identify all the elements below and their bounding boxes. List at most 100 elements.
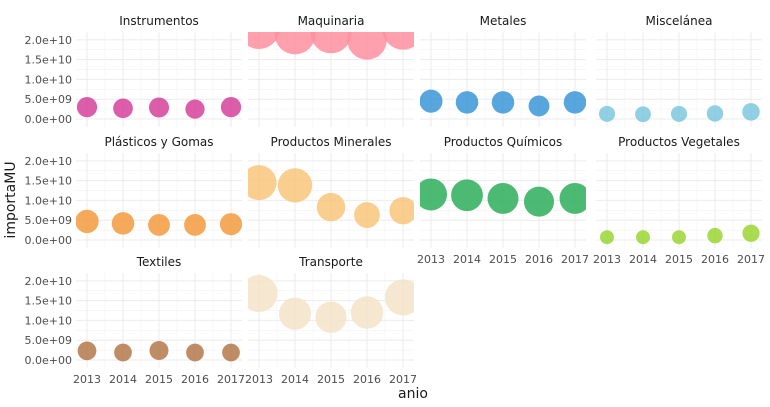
x-tick-label: 2017: [561, 253, 589, 266]
x-tick-label: 2014: [453, 253, 481, 266]
data-point: [389, 197, 414, 225]
data-point: [278, 297, 312, 330]
y-tick-label: 2.0e+10: [25, 155, 72, 168]
facet-transporte: Transporte 2013 2014 2015 2016 2017: [245, 255, 417, 386]
y-tick-label: 1.5e+10: [25, 175, 72, 188]
data-point: [222, 343, 240, 362]
data-point: [113, 98, 133, 119]
data-point: [148, 214, 170, 236]
facet-miscelanea: Miscelánea: [596, 14, 762, 127]
y-axis-title: importaMU: [3, 161, 19, 238]
data-point: [148, 97, 170, 118]
facet-title: Productos Minerales: [271, 135, 392, 149]
x-tick-label: 2014: [629, 253, 657, 266]
series-points: [77, 341, 240, 362]
data-point: [77, 341, 97, 361]
data-point: [186, 343, 204, 362]
series-points: [248, 32, 414, 60]
data-point: [111, 212, 135, 235]
data-point: [384, 279, 414, 316]
facet-title: Textiles: [136, 255, 182, 269]
facet-instrumentos: Instrumentos 0.0e+00 5.0e+09 1.0e+10 1.5e+10…: [25, 14, 242, 127]
facet-metales: Metales: [420, 14, 586, 127]
y-tick-label: 5.0e+09: [25, 93, 72, 106]
data-point: [315, 301, 347, 333]
data-point: [672, 230, 686, 245]
series-points: [248, 274, 414, 333]
data-point: [670, 105, 688, 122]
y-tick-label: 1.5e+10: [25, 54, 72, 67]
facet-title: Metales: [480, 14, 527, 28]
y-tick-label: 0.0e+00: [25, 234, 72, 247]
data-point: [382, 32, 414, 50]
data-point: [420, 89, 443, 113]
data-point: [184, 214, 206, 236]
data-point: [185, 99, 205, 119]
facet-title: Plásticos y Gomas: [104, 135, 213, 149]
x-tick-label: 2015: [317, 373, 345, 386]
x-tick-label: 2016: [701, 253, 729, 266]
data-point: [248, 165, 277, 201]
data-point: [598, 105, 616, 122]
data-point: [559, 182, 586, 214]
facet-title: Transporte: [298, 255, 363, 269]
data-point: [316, 192, 346, 222]
facet-title: Productos Vegetales: [618, 135, 740, 149]
facet-title: Miscelánea: [646, 14, 713, 28]
facet-plasticos-y-gomas: Plásticos y Gomas 0.0e+00 5.0e+09 1.0e+10 1.…: [25, 135, 242, 248]
x-axis-title: anio: [398, 386, 428, 402]
data-point: [114, 343, 132, 362]
y-tick-label: 1.0e+10: [25, 314, 72, 327]
data-point: [600, 230, 614, 245]
data-point: [219, 213, 242, 236]
y-tick-label: 5.0e+09: [25, 214, 72, 227]
series-points: [76, 96, 242, 119]
data-point: [274, 32, 316, 55]
x-tick-label: 2016: [525, 253, 553, 266]
data-point: [707, 227, 723, 244]
data-point: [455, 91, 479, 114]
y-tick-label: 2.0e+10: [25, 275, 72, 288]
x-tick-label: 2013: [73, 373, 101, 386]
data-point: [149, 341, 169, 360]
data-point: [277, 168, 313, 203]
data-point: [742, 224, 760, 242]
data-point: [310, 32, 352, 54]
data-point: [523, 186, 555, 217]
y-tick-label: 1.0e+10: [25, 194, 72, 207]
data-point: [76, 209, 99, 234]
facet-textiles: Textiles 0.0e+00 5.0e+09 1.0e+10 1.5e+10 2.0e…: [25, 255, 245, 386]
data-point: [354, 202, 380, 228]
data-point: [347, 32, 387, 60]
data-point: [487, 182, 519, 214]
x-tick-label: 2014: [109, 373, 137, 386]
facet-title: Maquinaria: [298, 14, 365, 28]
y-tick-label: 2.0e+10: [25, 34, 72, 47]
facet-maquinaria: Maquinaria: [248, 14, 414, 127]
data-point: [420, 178, 448, 211]
x-tick-label: 2015: [665, 253, 693, 266]
data-point: [491, 91, 515, 114]
data-point: [742, 103, 760, 121]
x-tick-label: 2013: [417, 253, 445, 266]
series-points: [76, 209, 242, 236]
data-point: [528, 95, 550, 117]
series-points: [420, 178, 586, 217]
x-tick-label: 2016: [353, 373, 381, 386]
x-tick-label: 2016: [181, 373, 209, 386]
data-point: [451, 179, 483, 212]
facet-productos-quimicos: Productos Químicos 2013 2014 2015 2016 2017: [417, 135, 589, 266]
series-points: [420, 89, 586, 117]
series-points: [598, 103, 760, 123]
x-tick-label: 2017: [737, 253, 765, 266]
x-tick-label: 2014: [281, 373, 309, 386]
data-point: [76, 96, 98, 118]
data-point: [248, 274, 278, 313]
series-points: [600, 224, 760, 245]
y-tick-label: 1.0e+10: [25, 73, 72, 86]
y-tick-label: 0.0e+00: [25, 354, 72, 367]
facet-title: Instrumentos: [119, 14, 199, 28]
data-point: [350, 296, 384, 329]
